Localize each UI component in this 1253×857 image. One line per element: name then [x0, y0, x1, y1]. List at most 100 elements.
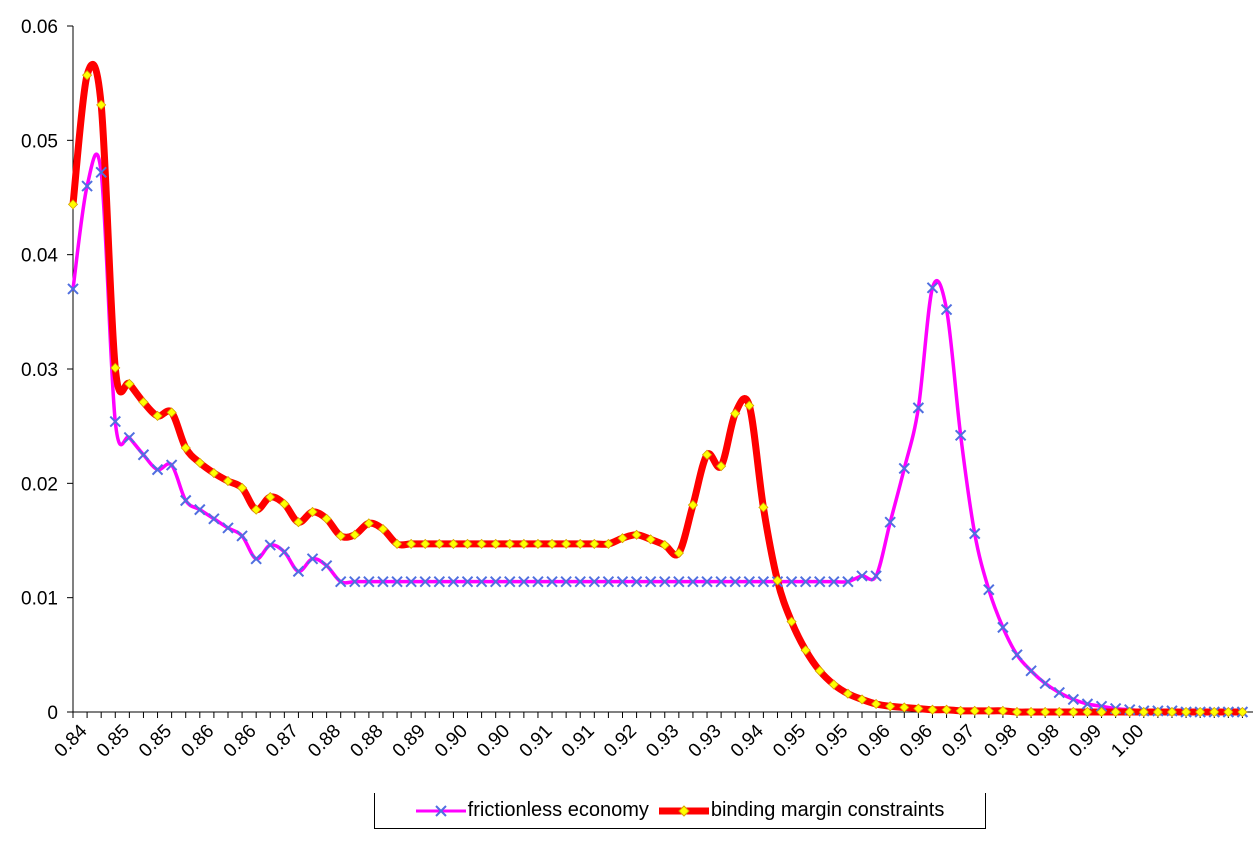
x-tick-label: 0.94 — [727, 720, 768, 761]
data-point-binding — [349, 529, 360, 540]
data-point-frictionless — [898, 462, 910, 475]
data-point-frictionless — [799, 575, 812, 588]
data-point-binding — [673, 548, 684, 559]
data-point-frictionless — [222, 522, 234, 534]
x-tick-label: 0.87 — [262, 721, 303, 762]
data-point-frictionless — [377, 575, 389, 588]
data-point-binding — [208, 467, 219, 479]
legend-swatch-frictionless — [415, 804, 466, 817]
data-point-frictionless — [532, 575, 544, 588]
data-point-frictionless — [95, 166, 107, 179]
data-point-frictionless — [67, 283, 79, 295]
data-point-frictionless — [954, 429, 967, 442]
data-point-frictionless — [236, 530, 248, 542]
data-point-binding — [377, 524, 389, 535]
data-point-binding — [518, 538, 529, 549]
data-point-frictionless — [602, 575, 615, 588]
data-point-binding — [997, 705, 1008, 716]
chart-legend: frictionless economy binding margin cons… — [374, 793, 986, 829]
data-point-binding — [856, 694, 868, 705]
x-tick-label: 0.89 — [389, 721, 430, 762]
data-point-binding — [490, 538, 501, 549]
data-point-frictionless — [320, 559, 333, 572]
data-point-binding — [645, 534, 656, 545]
y-tick-label: 0.01 — [21, 589, 58, 610]
data-point-frictionless — [461, 575, 474, 588]
x-tick-label: 0.88 — [304, 721, 345, 762]
data-point-frictionless — [743, 575, 756, 588]
data-point-binding — [899, 702, 910, 713]
data-point-binding — [293, 517, 304, 528]
data-point-binding — [237, 482, 248, 493]
data-point-frictionless — [306, 553, 319, 565]
x-tick-label: 0.91 — [558, 721, 599, 762]
data-point-frictionless — [856, 570, 868, 582]
series-lines — [69, 61, 1246, 716]
data-point-frictionless — [81, 180, 93, 192]
data-point-frictionless — [165, 459, 178, 471]
x-tick-label: 0.92 — [600, 721, 641, 762]
data-point-frictionless — [588, 575, 601, 588]
data-point-frictionless — [616, 575, 629, 588]
legend-item-binding: binding margin constraints — [658, 799, 944, 822]
data-point-frictionless — [433, 575, 446, 588]
axes — [72, 26, 1253, 713]
data-point-binding — [589, 538, 600, 549]
data-point-binding — [800, 645, 811, 656]
y-tick-label: 0.03 — [21, 360, 58, 381]
data-point-binding — [1068, 706, 1079, 718]
data-point-frictionless — [814, 575, 826, 588]
x-tick-label: 0.96 — [854, 721, 895, 762]
data-point-frictionless — [419, 575, 431, 588]
data-point-binding — [814, 665, 825, 676]
x-tick-label: 0.99 — [1065, 721, 1106, 762]
data-point-binding — [1040, 706, 1051, 718]
x-tick-label: 0.85 — [135, 721, 176, 762]
data-point-binding — [617, 533, 628, 544]
data-point-binding — [335, 530, 346, 541]
series-line-frictionless — [71, 152, 1245, 714]
data-point-binding — [363, 518, 374, 529]
data-point-frictionless — [391, 575, 403, 588]
data-point-binding — [983, 705, 994, 716]
data-point-binding — [1011, 706, 1023, 718]
data-point-frictionless — [997, 621, 1009, 634]
data-point-binding — [307, 506, 318, 517]
data-point-frictionless — [1025, 665, 1037, 677]
data-point-binding — [1138, 706, 1149, 718]
data-point-binding — [1166, 706, 1178, 718]
data-point-frictionless — [180, 494, 192, 507]
x-tick-label: 0.84 — [51, 720, 92, 761]
data-point-binding — [730, 408, 741, 419]
data-point-binding — [659, 540, 670, 551]
data-point-binding — [969, 705, 980, 716]
data-point-binding — [265, 491, 276, 503]
x-tick-label: 0.86 — [177, 721, 218, 762]
x-tick-label: 0.95 — [769, 721, 810, 762]
legend-swatch-binding — [658, 804, 709, 817]
x-tick-label: 0.93 — [685, 721, 726, 762]
data-point-frictionless — [1039, 677, 1051, 690]
data-point-frictionless — [1095, 700, 1108, 712]
data-point-binding — [772, 575, 783, 586]
y-tick-label: 0.06 — [21, 17, 58, 38]
y-tick-label: 0.05 — [21, 131, 58, 152]
data-point-frictionless — [715, 575, 727, 588]
data-point-frictionless — [1081, 698, 1094, 710]
data-point-binding — [786, 616, 797, 627]
data-point-frictionless — [673, 575, 685, 588]
data-point-binding — [871, 698, 882, 710]
data-point-binding — [1209, 706, 1220, 718]
data-point-frictionless — [687, 575, 699, 588]
data-point-frictionless — [123, 431, 136, 444]
data-point-binding — [927, 704, 938, 715]
data-point-binding — [448, 538, 459, 549]
data-point-binding — [1223, 706, 1234, 718]
data-point-frictionless — [208, 513, 220, 525]
x-tick-label: 0.98 — [980, 721, 1021, 762]
data-point-binding — [279, 498, 290, 509]
data-point-frictionless — [757, 575, 770, 588]
data-point-binding — [1195, 706, 1206, 718]
x-tick-label: 0.91 — [516, 721, 557, 762]
